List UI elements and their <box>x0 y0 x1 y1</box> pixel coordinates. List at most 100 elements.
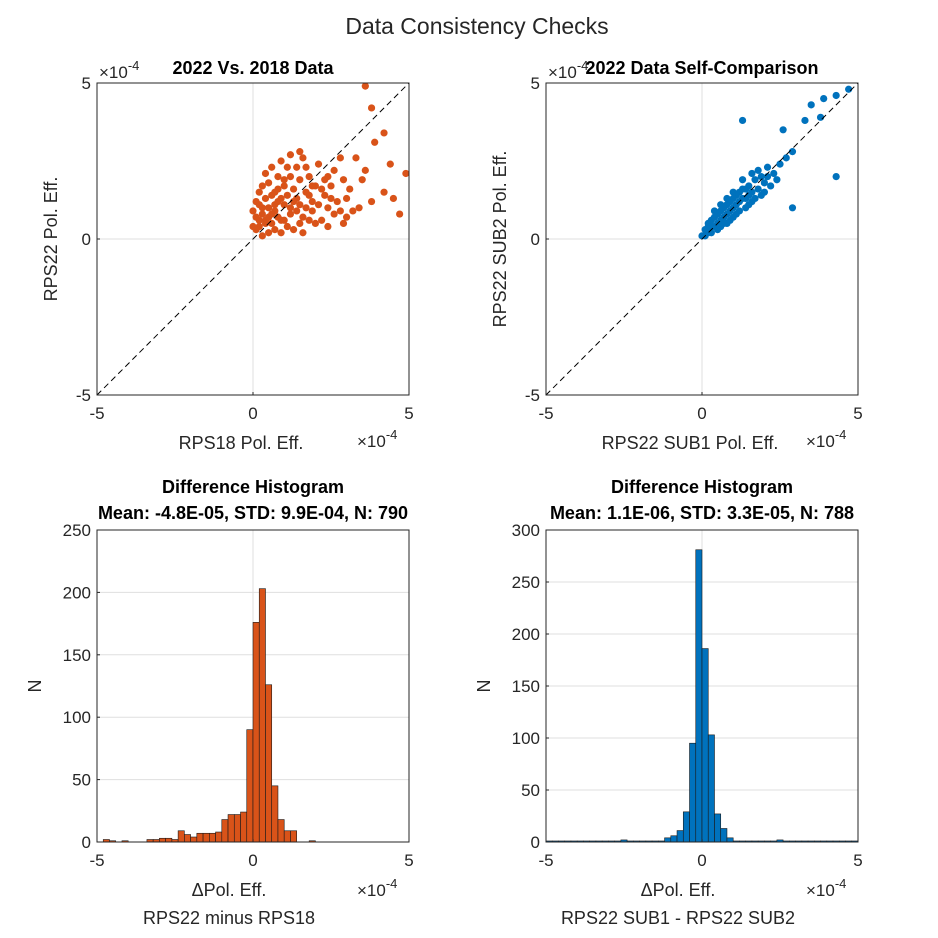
scatter-point <box>286 151 295 159</box>
scatter-point <box>330 210 338 218</box>
scatter-point <box>271 188 279 196</box>
scatter-point <box>367 104 376 112</box>
scatter-point <box>305 191 313 199</box>
scatter-point <box>324 222 332 231</box>
plot-title: 2022 Vs. 2018 Data <box>172 58 334 78</box>
x-tick-label: 0 <box>697 404 706 423</box>
scatter-point <box>735 188 744 196</box>
x-tick-label: 5 <box>853 404 862 423</box>
scatter-point <box>318 185 326 193</box>
x-tick-label: 0 <box>697 851 706 870</box>
scatter-point <box>776 160 784 168</box>
scatter-point <box>321 191 329 199</box>
scatter-point <box>265 179 273 187</box>
scatter-point <box>720 219 728 227</box>
scatter-point <box>333 197 341 206</box>
scatter-point <box>252 197 260 206</box>
plot-subtitle-stats: Mean: -4.8E-05, STD: 9.9E-04, N: 790 <box>98 503 408 523</box>
scatter-point <box>723 194 731 203</box>
scatter-point <box>343 213 351 221</box>
scatter-point <box>729 194 737 203</box>
scatter-point <box>261 169 270 178</box>
scatter-point <box>258 182 266 190</box>
histogram-bar <box>221 819 229 843</box>
scatter-point <box>330 166 338 174</box>
scatter-point <box>277 216 285 224</box>
scatter-point <box>396 210 404 218</box>
scatter-panel-2022-vs-2018: -5 0 5 -5 0 5 2022 Vs. 2018 Data RPS18 Pol. E… <box>41 58 414 453</box>
scatter-point <box>327 194 335 203</box>
scatter-points-self-comparison <box>545 82 859 396</box>
y-axis-label: RPS22 SUB2 Pol. Eff. <box>490 151 510 328</box>
scatter-point <box>358 176 366 184</box>
scatter-point <box>773 176 781 184</box>
scatter-point <box>832 173 840 181</box>
histogram-bar <box>177 830 185 843</box>
scatter-point <box>748 197 756 206</box>
x-axis-label: RPS22 SUB1 Pol. Eff. <box>602 433 779 453</box>
histogram-bar <box>676 830 684 843</box>
scatter-point <box>305 173 313 181</box>
scatter-point <box>717 207 725 215</box>
histogram-bar <box>202 832 210 843</box>
scatter-point <box>380 188 388 196</box>
scatter-point <box>782 154 790 162</box>
scatter-point <box>832 91 840 100</box>
plot-title: 2022 Data Self-Comparison <box>585 58 818 78</box>
histogram-bar <box>209 832 216 843</box>
histogram-bar <box>283 830 291 843</box>
scatter-point <box>748 169 756 178</box>
figure-title: Data Consistency Checks <box>345 13 608 39</box>
scatter-point <box>268 210 276 218</box>
scatter-point <box>318 216 326 224</box>
scatter-point <box>386 160 394 168</box>
scatter-point <box>255 188 263 196</box>
scatter-point <box>299 229 307 237</box>
scatter-point <box>367 197 376 206</box>
histogram-bar <box>271 785 279 843</box>
scatter-point <box>754 185 762 193</box>
y-tick-label: 100 <box>63 708 91 727</box>
y-tick-label: 150 <box>512 677 540 696</box>
histogram-bar <box>227 814 235 843</box>
histogram-bars-sub1-minus-sub2 <box>545 549 859 843</box>
histogram-bar <box>165 837 173 843</box>
scatter-point <box>293 207 301 215</box>
scatter-point <box>346 185 354 193</box>
y-tick-label: 50 <box>72 771 91 790</box>
x-tick-label: 0 <box>248 851 257 870</box>
histogram-bar <box>215 831 223 843</box>
scatter-point <box>296 176 304 184</box>
y-axis-exponent: ×10-4 <box>548 58 588 82</box>
histogram-bar <box>682 811 690 843</box>
scatter-point <box>820 95 828 103</box>
x-axis-label-line2: RPS22 SUB1 - RPS22 SUB2 <box>561 908 795 928</box>
scatter-point <box>255 216 263 224</box>
tick-labels: -5 0 5 -5 0 5 <box>525 74 863 423</box>
scatter-point <box>268 163 276 171</box>
scatter-point <box>349 207 357 215</box>
scatter-point <box>742 204 750 212</box>
y-tick-label: 0 <box>82 833 91 852</box>
scatter-point <box>289 185 298 193</box>
x-tick-label: -5 <box>89 404 104 423</box>
scatter-point <box>286 204 295 212</box>
scatter-point <box>788 148 797 156</box>
histogram-bar <box>726 837 734 843</box>
scatter-point <box>738 116 747 125</box>
scatter-point <box>757 191 765 199</box>
y-axis-exponent: ×10-4 <box>99 58 139 82</box>
x-axis-exponent: ×10-4 <box>806 876 846 900</box>
scatter-point <box>277 157 285 165</box>
scatter-point <box>265 229 273 237</box>
y-axis-label: N <box>474 680 494 693</box>
scatter-point <box>779 126 787 134</box>
y-tick-label: 150 <box>63 646 91 665</box>
scatter-point <box>286 210 295 218</box>
scatter-point <box>296 148 304 156</box>
identity-reference-line <box>545 82 859 396</box>
tick-labels: -5 0 5 -5 0 5 <box>76 74 414 423</box>
scatter-point <box>738 176 747 184</box>
